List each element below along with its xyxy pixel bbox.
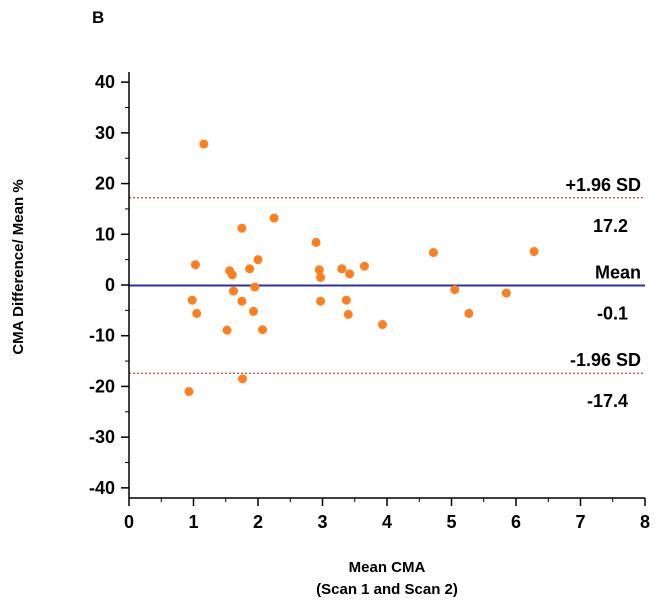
- reference-line-value: 17.2: [593, 216, 628, 236]
- panel-label: B: [92, 8, 105, 27]
- y-tick-label: 20: [95, 174, 115, 194]
- y-tick-label: 40: [95, 72, 115, 92]
- data-point: [450, 285, 460, 295]
- x-tick-label: 3: [317, 512, 327, 532]
- data-point: [190, 260, 200, 270]
- data-point: [237, 223, 247, 233]
- reference-annotations: +1.96 SD 17.2 Mean -0.1 -1.96 SD -17.4: [565, 175, 641, 411]
- data-point: [428, 248, 438, 258]
- reference-line-name: +1.96 SD: [565, 175, 641, 195]
- x-tick-label: 5: [446, 512, 456, 532]
- data-point: [501, 288, 511, 298]
- y-tick-label: 10: [95, 224, 115, 244]
- x-axis-title: Mean CMA: [349, 559, 426, 576]
- data-point: [314, 265, 324, 275]
- data-point: [227, 270, 237, 280]
- data-point: [529, 247, 539, 257]
- data-point: [337, 264, 347, 274]
- y-axis-title: CMA Difference/ Mean %: [10, 179, 27, 354]
- x-axis-subtitle: (Scan 1 and Scan 2): [316, 581, 458, 598]
- data-point: [237, 296, 247, 306]
- x-tick-label: 6: [511, 512, 521, 532]
- data-point: [199, 139, 209, 149]
- reference-line-value: -17.4: [587, 391, 628, 411]
- data-point: [222, 325, 232, 335]
- data-point: [238, 374, 248, 384]
- data-point: [250, 282, 260, 292]
- y-tick-label: 30: [95, 123, 115, 143]
- reference-lines: [129, 197, 645, 374]
- reference-line-name: Mean: [595, 263, 641, 283]
- x-tick-label: 4: [382, 512, 392, 532]
- axes: 40 30 20 10 0 -10 -20 -30 -40 0 1 2 3 4 5 6 7 8: [89, 72, 650, 532]
- data-point: [464, 308, 474, 318]
- data-points: [184, 139, 539, 396]
- x-tick-label: 2: [253, 512, 263, 532]
- data-point: [245, 264, 255, 274]
- data-point: [311, 237, 321, 247]
- data-point: [187, 295, 197, 305]
- y-tick-label: -40: [89, 478, 115, 498]
- reference-line-name: -1.96 SD: [570, 350, 641, 370]
- data-point: [377, 320, 387, 330]
- data-point: [258, 325, 268, 335]
- x-tick-label: 7: [575, 512, 585, 532]
- data-point: [248, 306, 258, 316]
- data-point: [192, 308, 202, 318]
- data-point: [359, 261, 369, 271]
- data-point: [316, 296, 326, 306]
- x-tick-label: 1: [188, 512, 198, 532]
- x-tick-label: 8: [640, 512, 650, 532]
- y-tick-label: -20: [89, 376, 115, 396]
- y-tick-label: -10: [89, 326, 115, 346]
- data-point: [343, 309, 353, 319]
- data-point: [269, 213, 279, 223]
- y-tick-label: -30: [89, 427, 115, 447]
- data-point: [228, 286, 238, 296]
- reference-line-value: -0.1: [597, 304, 628, 324]
- data-point: [341, 295, 351, 305]
- data-point: [253, 255, 263, 265]
- data-point: [316, 272, 326, 282]
- x-tick-label: 0: [124, 512, 134, 532]
- y-tick-label: 0: [105, 275, 115, 295]
- data-point: [184, 387, 194, 396]
- data-point: [345, 269, 355, 279]
